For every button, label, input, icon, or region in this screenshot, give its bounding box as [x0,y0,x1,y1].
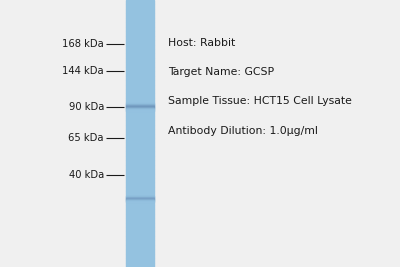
Bar [126,142,154,147]
Bar [126,18,154,22]
Bar [126,231,154,236]
Bar [126,209,154,214]
Bar [126,187,154,191]
Bar [126,200,154,205]
Bar [126,67,154,71]
Bar [126,53,154,58]
Bar [126,196,154,200]
Bar [126,22,154,27]
Text: 168 kDa: 168 kDa [62,39,104,49]
Bar [126,151,154,156]
Bar [126,218,154,222]
Text: 65 kDa: 65 kDa [68,132,104,143]
Text: 144 kDa: 144 kDa [62,66,104,76]
Bar [126,240,154,245]
Bar [126,191,154,196]
Bar [126,236,154,240]
Bar [126,5,154,9]
Bar [126,178,154,182]
Bar [126,9,154,13]
Bar [126,120,154,125]
Text: Host: Rabbit: Host: Rabbit [168,38,235,48]
Bar [126,262,154,267]
Bar [126,174,154,178]
Text: 90 kDa: 90 kDa [69,102,104,112]
Bar [126,62,154,67]
Bar [126,134,154,138]
Bar [126,93,154,98]
Text: Antibody Dilution: 1.0μg/ml: Antibody Dilution: 1.0μg/ml [168,126,318,136]
Bar [126,0,154,5]
Bar [126,147,154,151]
Bar [126,71,154,76]
Bar [126,160,154,165]
Text: 40 kDa: 40 kDa [69,170,104,180]
Bar [126,169,154,174]
Bar [126,103,154,104]
Bar [126,31,154,36]
Bar [126,107,154,111]
Bar [126,105,154,106]
Bar [126,227,154,231]
Bar [126,102,154,107]
Bar [126,108,154,109]
Bar [126,36,154,40]
Bar [126,76,154,80]
Bar [126,249,154,254]
Bar [126,58,154,62]
Bar [126,13,154,18]
Bar [126,222,154,227]
Bar [126,116,154,120]
Bar [126,106,154,107]
Bar [126,165,154,169]
Bar [126,182,154,187]
Bar [126,245,154,249]
Bar [126,89,154,93]
Bar [126,110,154,111]
Bar [126,254,154,258]
Bar [126,214,154,218]
Bar [126,129,154,134]
Text: Sample Tissue: HCT15 Cell Lysate: Sample Tissue: HCT15 Cell Lysate [168,96,352,107]
Bar [126,107,154,108]
Text: Target Name: GCSP: Target Name: GCSP [168,67,274,77]
Bar [126,138,154,142]
Bar [126,156,154,160]
Bar [126,45,154,49]
Bar [126,40,154,45]
Bar [126,80,154,85]
Bar [126,49,154,53]
Bar [126,85,154,89]
Bar [126,125,154,129]
Bar [126,205,154,209]
Bar [126,111,154,116]
Bar [126,98,154,102]
Bar [126,258,154,262]
Bar [126,27,154,31]
